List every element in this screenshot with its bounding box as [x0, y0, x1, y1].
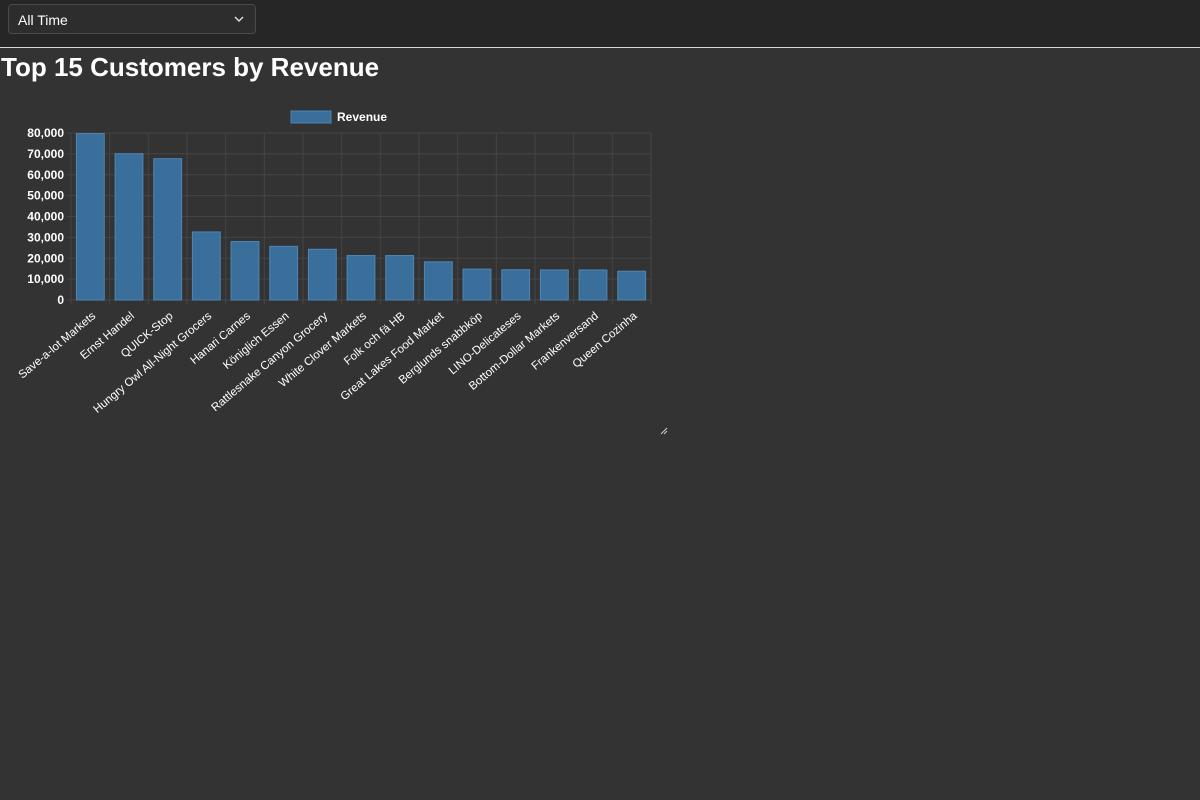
y-tick-label: 30,000 [27, 230, 64, 244]
x-tick-label: Queen Cozinha [571, 310, 640, 371]
bar [385, 255, 415, 301]
y-tick-label: 50,000 [27, 189, 64, 203]
bar [191, 231, 221, 301]
y-tick-label: 60,000 [27, 168, 64, 182]
period-select-value: All Time [18, 12, 68, 28]
page-title: Top 15 Customers by Revenue [1, 52, 380, 82]
legend-swatch [290, 110, 332, 124]
bar [539, 269, 569, 301]
y-tick-label: 0 [57, 293, 64, 307]
y-tick-label: 70,000 [27, 147, 64, 161]
bar [114, 153, 144, 301]
chart-area: 0 10,000 20,000 30,000 40,000 50,000 60,000 70,… [0, 100, 670, 436]
bar [578, 269, 608, 301]
bar [617, 270, 647, 301]
bar [75, 133, 105, 301]
bar [346, 255, 376, 301]
bar [501, 269, 531, 301]
period-select[interactable]: All Time [8, 4, 256, 34]
x-tick-label: Königlich Essen [221, 310, 291, 372]
bar [423, 261, 453, 301]
bar [153, 158, 183, 301]
y-tick-label: 20,000 [27, 251, 64, 265]
bar [462, 268, 492, 301]
legend-label: Revenue [337, 110, 387, 124]
x-tick-label: Frankenversand [530, 310, 601, 373]
toolbar: All Time [0, 0, 1200, 48]
resize-grip-icon[interactable] [660, 427, 668, 435]
chevron-down-icon [234, 16, 244, 22]
bar [269, 245, 299, 301]
revenue-bar-chart: 0 10,000 20,000 30,000 40,000 50,000 60,000 70,… [17, 110, 652, 416]
y-tick-label: 40,000 [27, 210, 64, 224]
bar [307, 248, 337, 301]
bar [230, 241, 260, 301]
y-tick-label: 10,000 [27, 272, 64, 286]
y-tick-label: 80,000 [27, 126, 64, 140]
